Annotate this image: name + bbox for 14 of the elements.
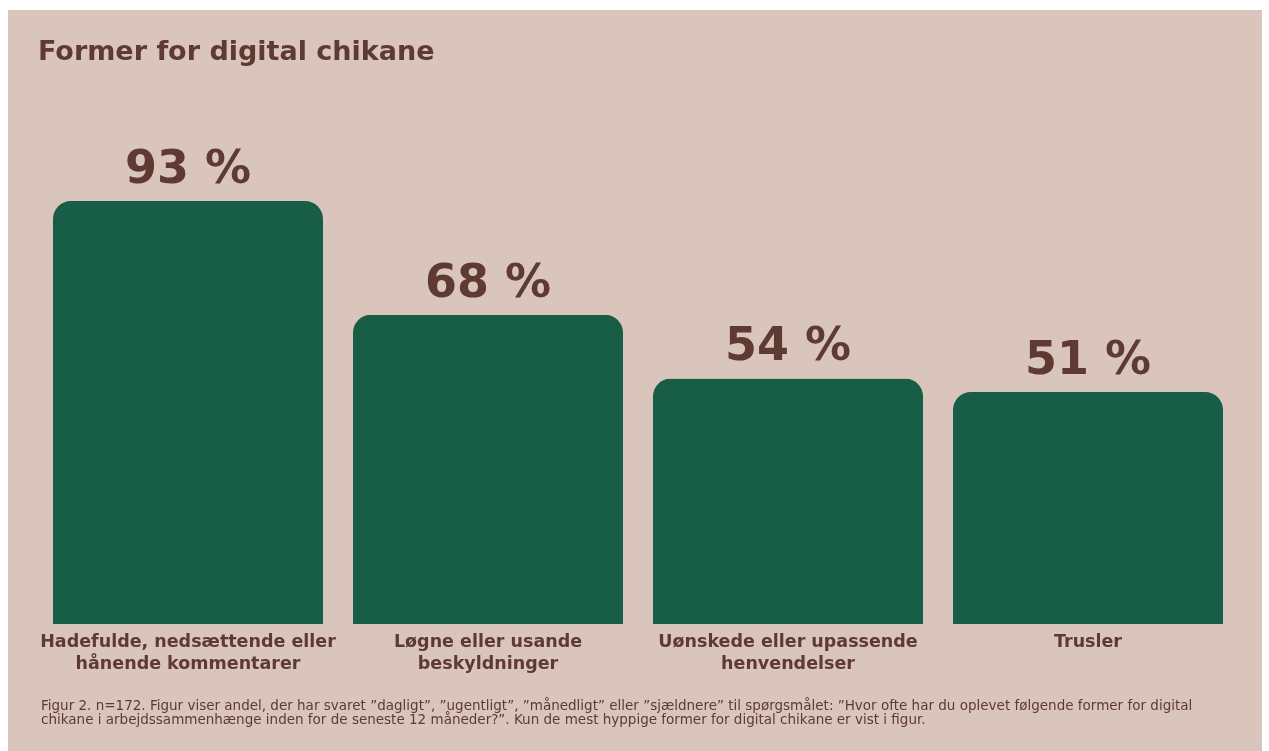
bar [653, 378, 923, 624]
data-label: 54 % [724, 317, 852, 372]
data-label: 51 % [1024, 331, 1152, 386]
x-tick-label: Løgne eller usande beskyldninger [393, 630, 583, 673]
x-tick-label: Trusler [1053, 630, 1123, 651]
bar [353, 314, 623, 624]
data-label: 68 % [424, 253, 552, 308]
bar [53, 201, 323, 624]
x-tick-label: Uønskede eller upassende henvendelser [658, 630, 918, 673]
bar [953, 392, 1223, 624]
data-label: 93 % [124, 140, 252, 194]
chart-title: Former for digital chikane [38, 35, 435, 66]
text: Figur 2. n=172. Figur viser andel, der har svaret ”dagligt”, ”ugentligt”, ”månedligt” eller ”sjældnere” til spørgsmålet: ”Hvor ofte har du oplevet følgende former for digital chikane i arbejdssammenhænge inden for de seneste 12 måneder?”. Kun de mest hyppige former for digital chikane er vist i figur. [41, 697, 1194, 727]
x-tick-label: Hadefulde, nedsættende eller hånende kommentarer [40, 630, 337, 673]
